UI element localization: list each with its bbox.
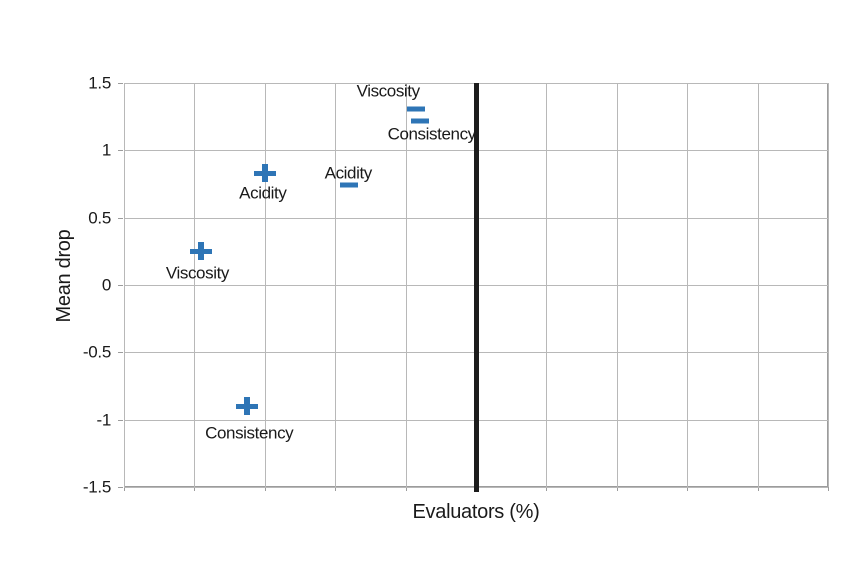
x-axis-tick — [406, 487, 407, 491]
plus-marker — [190, 242, 213, 261]
marker-bar — [198, 242, 205, 261]
y-tick-label: 0.5 — [88, 208, 111, 228]
x-axis-tick — [617, 487, 618, 491]
y-tick-label: 1.5 — [88, 73, 111, 93]
y-tick-label: 1 — [101, 140, 111, 160]
point-label: Consistency — [387, 124, 477, 144]
point-label: Viscosity — [165, 263, 230, 283]
minus-marker — [340, 182, 359, 188]
x-axis-title: Evaluators (%) — [412, 501, 540, 523]
x-axis-tick — [828, 487, 829, 491]
point-label: Acidity — [324, 163, 373, 183]
marker-bar — [410, 118, 429, 124]
marker-bar — [261, 164, 268, 183]
y-axis-tick — [118, 150, 123, 151]
reference-line — [473, 83, 479, 492]
x-axis-tick — [265, 487, 266, 491]
point-label: Consistency — [205, 423, 294, 443]
y-axis-title: Mean drop — [53, 229, 75, 323]
y-axis-tick — [118, 352, 123, 353]
x-gridline — [828, 83, 829, 487]
y-tick-label: -1 — [96, 410, 111, 430]
point-label: Viscosity — [356, 81, 421, 101]
y-axis-tick — [118, 420, 123, 421]
y-axis-tick — [118, 487, 123, 488]
point-label: Acidity — [239, 183, 287, 203]
x-axis-tick — [546, 487, 547, 491]
minus-marker — [410, 118, 429, 124]
y-tick-label: -0.5 — [82, 342, 111, 362]
y-axis-tick — [118, 83, 123, 84]
marker-bar — [244, 397, 251, 416]
x-axis-tick — [758, 487, 759, 491]
x-axis-tick — [335, 487, 336, 491]
x-axis-tick — [194, 487, 195, 491]
y-tick-label: 0 — [101, 275, 111, 295]
x-axis-tick — [124, 487, 125, 491]
marker-bar — [407, 106, 426, 112]
x-axis-tick — [687, 487, 688, 491]
minus-marker — [407, 106, 426, 112]
y-axis-tick — [118, 218, 123, 219]
marker-bar — [340, 182, 359, 188]
plus-marker — [236, 397, 259, 416]
y-axis-tick — [118, 285, 123, 286]
y-tick-label: -1.5 — [82, 477, 111, 497]
plus-marker — [253, 164, 276, 183]
